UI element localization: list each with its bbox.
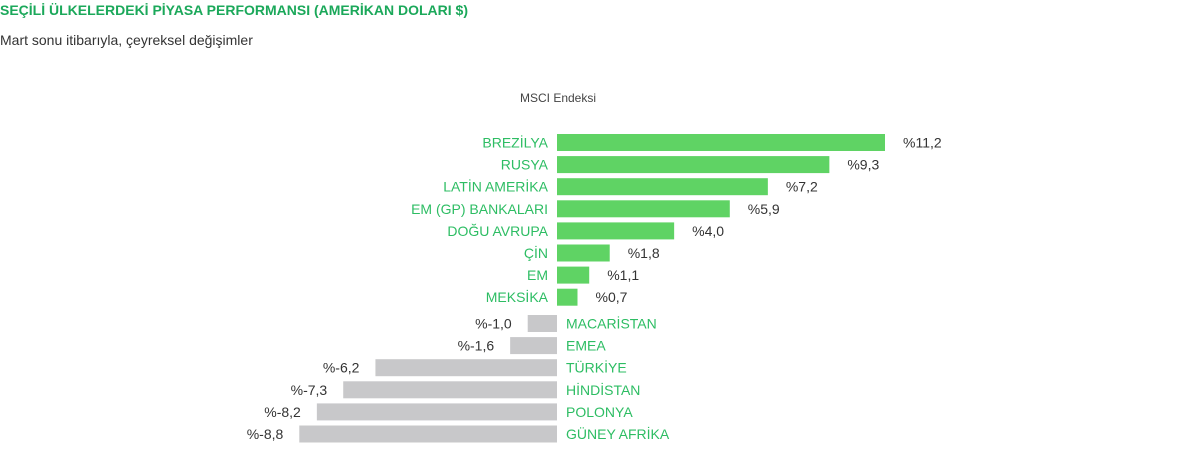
value-label-9: %-1,6 [458, 338, 495, 354]
bar-4 [557, 222, 675, 240]
value-label-13: %-8,8 [247, 426, 284, 442]
category-label-1: RUSYA [501, 157, 549, 173]
value-label-7: %0,7 [596, 289, 628, 305]
value-label-3: %5,9 [748, 201, 780, 217]
value-label-8: %-1,0 [475, 316, 512, 332]
category-label-7: MEKSİKA [486, 288, 549, 305]
value-label-1: %9,3 [847, 157, 879, 173]
category-label-11: HİNDİSTAN [566, 381, 640, 398]
category-label-13: GÜNEY AFRİKA [566, 425, 670, 442]
category-label-6: EM [527, 267, 548, 283]
bar-7 [557, 288, 578, 306]
value-label-4: %4,0 [692, 223, 724, 239]
bar-9 [510, 337, 557, 355]
bar-3 [557, 200, 730, 218]
category-label-3: EM (GP) BANKALARI [411, 201, 548, 217]
chart-title: SEÇİLİ ÜLKELERDEKİ PİYASA PERFORMANSI (A… [0, 2, 468, 18]
value-label-6: %1,1 [607, 267, 639, 283]
category-label-4: DOĞU AVRUPA [447, 223, 548, 239]
bar-2 [557, 178, 768, 196]
category-label-10: TÜRKİYE [566, 359, 627, 376]
bar-6 [557, 266, 590, 284]
bar-10 [375, 359, 557, 377]
value-label-11: %-7,3 [291, 382, 328, 398]
value-label-5: %1,8 [628, 245, 660, 261]
value-label-0: %11,2 [903, 135, 942, 151]
bar-13 [299, 425, 557, 443]
value-label-2: %7,2 [786, 179, 818, 195]
category-label-12: POLONYA [566, 404, 633, 420]
bar-12 [316, 403, 557, 421]
value-label-12: %-8,2 [264, 404, 301, 420]
chart-subtitle: Mart sonu itibarıyla, çeyreksel değişiml… [0, 32, 253, 48]
bar-5 [557, 244, 610, 262]
bars-group: BREZİLYA %11,2 RUSYA %9,3 LATİN AMERİKA %7,2 E… [247, 134, 942, 443]
category-label-9: EMEA [566, 338, 606, 354]
value-label-10: %-6,2 [323, 360, 360, 376]
bar-11 [343, 381, 557, 399]
category-label-0: BREZİLYA [482, 134, 548, 151]
category-label-8: MACARİSTAN [566, 315, 657, 332]
series-label: MSCI Endeksi [520, 91, 596, 105]
bar-0 [557, 134, 885, 151]
bar-1 [557, 156, 830, 174]
category-label-5: ÇİN [524, 244, 548, 261]
category-label-2: LATİN AMERİKA [443, 178, 548, 195]
bar-8 [527, 315, 557, 332]
